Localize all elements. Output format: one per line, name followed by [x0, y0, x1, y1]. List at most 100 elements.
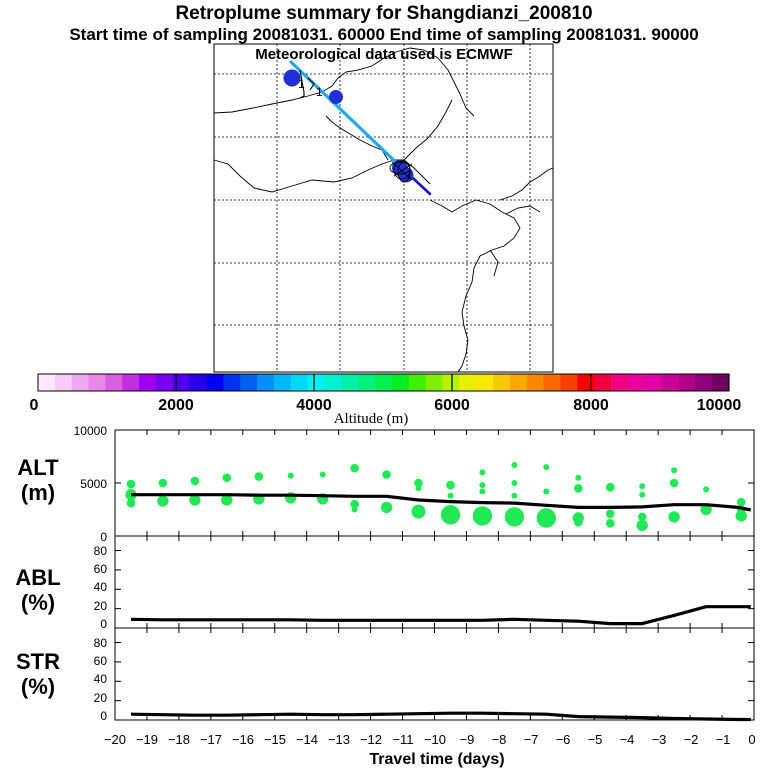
- x-tick-label: −5: [588, 732, 603, 747]
- alt-ytick-label: 5000: [80, 477, 107, 491]
- alt-dot: [157, 495, 169, 507]
- colorbar-swatch: [442, 374, 460, 391]
- alt-dot: [446, 480, 455, 490]
- x-tick-label: −1: [716, 732, 731, 747]
- cluster-marker: [329, 90, 343, 104]
- alt-dot: [440, 505, 461, 525]
- abl-ytick-label: 0: [100, 617, 107, 631]
- alt-dot: [574, 484, 583, 493]
- colorbar-swatch: [695, 374, 713, 391]
- colorbar-swatch: [509, 374, 528, 391]
- colorbar-swatch: [712, 374, 730, 391]
- x-tick-label: −16: [232, 732, 254, 747]
- x-tick-label: −13: [328, 732, 350, 747]
- alt-dot: [671, 467, 678, 474]
- x-tick-label: −12: [360, 732, 382, 747]
- str-ytick-label: 60: [94, 654, 108, 668]
- colorbar-swatch: [459, 374, 477, 391]
- colorbar-swatch: [223, 374, 241, 391]
- alt-dot: [158, 478, 168, 488]
- abl-ylabel-line1: ABL: [15, 565, 60, 590]
- x-tick-label: −17: [200, 732, 222, 747]
- x-tick-label: −6: [556, 732, 571, 747]
- chart-title: Retroplume summary for Shangdianzi_20081…: [175, 3, 593, 24]
- x-tick-label: −4: [620, 732, 635, 747]
- alt-mean-line: [131, 493, 752, 512]
- glyph-2: 1: [316, 85, 323, 99]
- alt-dot: [511, 480, 518, 486]
- colorbar-tick-label: 6000: [434, 397, 470, 414]
- alt-dot: [504, 507, 525, 527]
- colorbar-swatch: [54, 374, 73, 391]
- alt-ylabel-line1: ALT: [17, 455, 59, 480]
- alt-dot: [479, 482, 486, 489]
- colorbar-swatch: [594, 374, 612, 391]
- colorbar-swatch: [324, 374, 342, 391]
- str-ytick-label: 80: [94, 636, 108, 650]
- colorbar-title: Altitude (m): [334, 411, 409, 427]
- colorbar-swatch: [644, 374, 663, 391]
- x-axis-label: Travel time (days): [369, 751, 504, 768]
- colorbar-swatch: [375, 374, 393, 391]
- x-tick-label: −9: [460, 732, 475, 747]
- alt-dot: [222, 473, 232, 483]
- alt-dot: [415, 485, 422, 492]
- alt-panel-frame: [114, 429, 755, 537]
- alt-dot: [472, 506, 493, 526]
- colorbar-swatch: [425, 374, 444, 391]
- alt-dot: [479, 469, 486, 476]
- map-borders: [213, 47, 554, 373]
- str-ylabel-line2: (%): [21, 674, 55, 699]
- alt-dot: [575, 474, 582, 481]
- x-tick-label: −14: [296, 732, 318, 747]
- colorbar-tick-label: 4000: [296, 397, 332, 414]
- colorbar-swatch: [408, 374, 427, 391]
- alt-dot: [350, 499, 359, 509]
- alt-dot: [735, 510, 747, 522]
- cluster-marker: [283, 69, 301, 87]
- str-ylabel-line1: STR: [16, 649, 60, 674]
- alt-dot: [703, 486, 710, 493]
- x-tick-label: −8: [492, 732, 507, 747]
- colorbar-swatch: [206, 374, 224, 391]
- alt-ylabel-line2: (m): [21, 480, 55, 505]
- abl-ytick-label: 60: [94, 562, 108, 576]
- x-tick-label: −10: [424, 732, 446, 747]
- colorbar-swatch: [560, 374, 578, 391]
- map-graticule: [214, 44, 553, 372]
- str-ytick-label: 0: [100, 709, 107, 723]
- alt-dot: [639, 491, 646, 498]
- glyph-1: 1: [298, 77, 305, 91]
- alt-dot: [221, 494, 233, 506]
- map-frame: [213, 43, 554, 373]
- alt-dot: [126, 479, 136, 489]
- colorbar-swatch: [257, 374, 275, 391]
- str-panel-frame: [114, 627, 755, 721]
- x-tick-label: −11: [392, 732, 413, 747]
- alt-dot: [536, 508, 556, 528]
- sampling-times: Start time of sampling 20081031. 60000 E…: [69, 25, 699, 44]
- colorbar-swatch: [38, 374, 56, 391]
- colorbar-swatch: [358, 374, 376, 391]
- colorbar-swatch: [476, 374, 494, 391]
- alt-dot: [380, 501, 393, 514]
- alt-ytick-label: 0: [100, 530, 107, 544]
- x-tick-label: −7: [524, 732, 539, 747]
- map-panel: 1 1: [213, 43, 554, 373]
- alt-dot: [543, 464, 550, 471]
- colorbar-dividers: [175, 374, 592, 391]
- alt-dot: [669, 478, 679, 488]
- colorbar-swatch: [678, 374, 696, 391]
- colorbar-frame: [37, 373, 730, 392]
- colorbar-swatch: [611, 374, 629, 391]
- colorbar-swatch: [105, 374, 123, 391]
- alt-dot: [126, 498, 136, 508]
- alt-dot: [636, 519, 648, 532]
- x-tick-label: −18: [168, 732, 190, 747]
- time-tick-marks: [299, 69, 315, 99]
- alt-dot: [414, 478, 423, 488]
- x-tick-label: −19: [136, 732, 158, 747]
- alt-dot: [382, 470, 391, 479]
- colorbar-swatch: [189, 374, 208, 391]
- plume-track: 1 1: [283, 60, 432, 196]
